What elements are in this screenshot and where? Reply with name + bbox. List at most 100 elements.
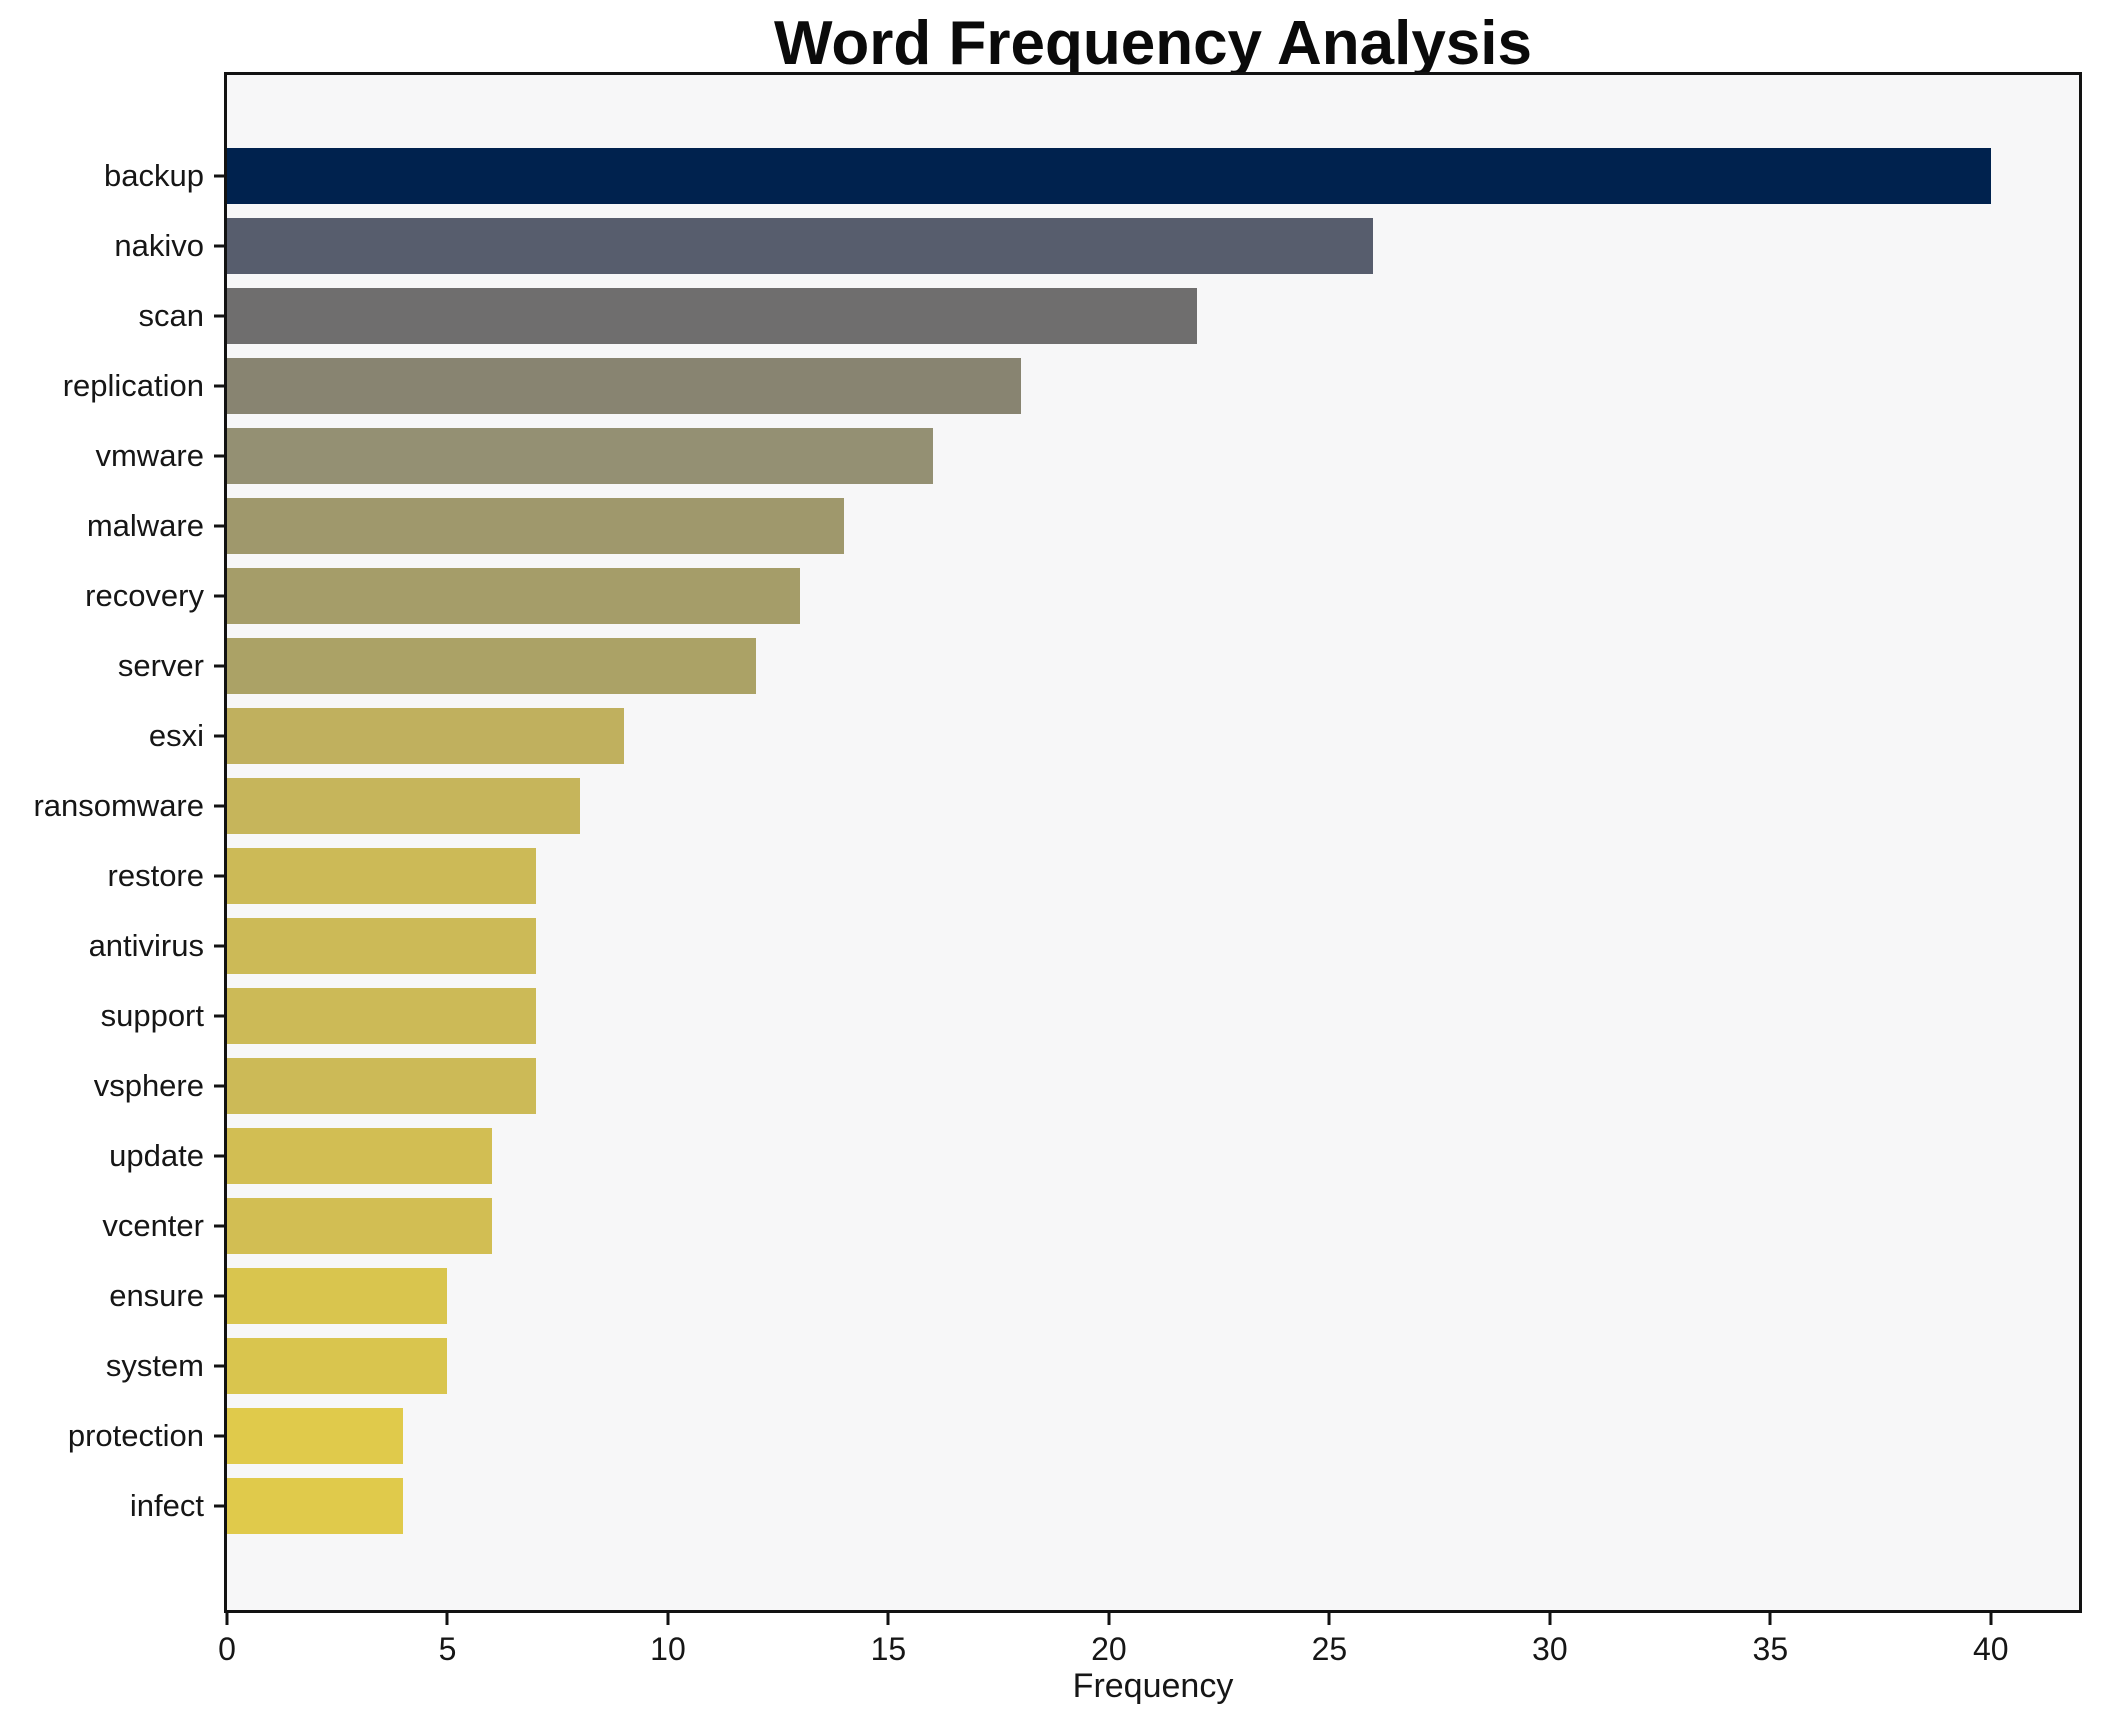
y-tick-label-vsphere: vsphere	[93, 1068, 204, 1103]
bar-system	[227, 1338, 448, 1394]
bar-protection	[227, 1408, 404, 1464]
bar-row: recovery	[85, 561, 2079, 631]
bar-row: restore	[108, 841, 2079, 911]
y-tick-label-ransomware: ransomware	[33, 788, 204, 823]
bar-row: protection	[68, 1401, 2079, 1471]
bar-row: replication	[63, 351, 2079, 421]
y-tick-label-vmware: vmware	[95, 438, 204, 473]
bar-vsphere	[227, 1058, 536, 1114]
x-tick-label-40: 40	[1973, 1631, 2009, 1667]
bar-scan	[227, 288, 1198, 344]
x-tick-label-30: 30	[1532, 1631, 1568, 1667]
bar-ensure	[227, 1268, 448, 1324]
x-tick-label-5: 5	[438, 1631, 457, 1667]
x-tick-mark	[1327, 1613, 1331, 1625]
y-tick-mark	[214, 1154, 224, 1158]
y-tick-label-backup: backup	[104, 158, 204, 193]
y-tick-label-infect: infect	[129, 1488, 204, 1523]
y-tick-mark	[214, 1084, 224, 1088]
y-tick-mark	[214, 664, 224, 668]
bar-row: support	[101, 981, 2079, 1051]
x-tick-label-10: 10	[650, 1631, 686, 1667]
bar-row: server	[118, 631, 2079, 701]
x-tick-label-35: 35	[1752, 1631, 1789, 1667]
bar-row: vmware	[95, 421, 2079, 491]
bar-row: malware	[87, 491, 2079, 561]
y-tick-mark	[214, 944, 224, 948]
x-tick-mark	[1548, 1613, 1552, 1625]
y-tick-label-support: support	[100, 998, 204, 1033]
y-tick-mark	[214, 1224, 224, 1228]
y-tick-mark	[214, 594, 224, 598]
y-tick-label-restore: restore	[107, 858, 204, 893]
x-tick-label-20: 20	[1091, 1631, 1127, 1667]
bar-row: vsphere	[94, 1051, 2079, 1121]
y-tick-label-scan: scan	[138, 298, 204, 333]
bar-nakivo	[227, 218, 1374, 274]
y-tick-mark	[214, 1294, 224, 1298]
y-tick-mark	[214, 174, 224, 178]
y-tick-mark	[214, 244, 224, 248]
y-tick-label-system: system	[105, 1348, 204, 1383]
bars-container: backup nakivo scan replication vmware malware…	[33, 75, 2079, 1610]
y-tick-label-esxi: esxi	[148, 718, 204, 753]
x-axis-label: Frequency	[1072, 1667, 1234, 1705]
x-tick-mark	[1768, 1613, 1772, 1625]
y-tick-mark	[214, 384, 224, 388]
y-tick-mark	[214, 454, 224, 458]
y-tick-mark	[214, 804, 224, 808]
y-tick-label-recovery: recovery	[85, 578, 204, 613]
x-tick-label-0: 0	[218, 1631, 236, 1667]
x-tick-mark	[1107, 1613, 1111, 1625]
bar-malware	[227, 498, 845, 554]
y-tick-label-nakivo: nakivo	[114, 228, 204, 263]
x-tick-mark	[225, 1613, 229, 1625]
y-tick-label-vcenter: vcenter	[102, 1208, 204, 1243]
x-tick-mark	[666, 1613, 670, 1625]
x-tick-label-25: 25	[1311, 1631, 1348, 1667]
bar-row: system	[106, 1331, 2079, 1401]
y-tick-mark	[214, 1504, 224, 1508]
bar-support	[227, 988, 536, 1044]
bar-row: ensure	[109, 1261, 2079, 1331]
y-tick-mark	[214, 1434, 224, 1438]
x-tick-mark	[1989, 1613, 1993, 1625]
x-tick-mark	[886, 1613, 890, 1625]
bar-update	[227, 1128, 492, 1184]
bar-row: antivirus	[89, 911, 2079, 981]
bar-row: infect	[130, 1471, 2079, 1541]
y-tick-mark	[214, 1364, 224, 1368]
bar-esxi	[227, 708, 624, 764]
y-tick-mark	[214, 734, 224, 738]
y-tick-label-replication: replication	[62, 368, 204, 403]
bar-ransomware	[227, 778, 580, 834]
y-tick-mark	[214, 314, 224, 318]
plot-area: backup nakivo scan replication vmware malware…	[33, 72, 2082, 1705]
bar-antivirus	[227, 918, 536, 974]
x-tick-label-15: 15	[870, 1631, 907, 1667]
bar-vcenter	[227, 1198, 492, 1254]
y-tick-mark	[214, 874, 224, 878]
bar-vmware	[227, 428, 933, 484]
y-tick-mark	[214, 524, 224, 528]
bar-row: backup	[104, 141, 2079, 211]
bar-infect	[227, 1478, 404, 1534]
bar-row: vcenter	[102, 1191, 2079, 1261]
bar-replication	[227, 358, 1021, 414]
bar-recovery	[227, 568, 801, 624]
bar-backup	[227, 148, 1991, 204]
bar-row: ransomware	[33, 771, 2079, 841]
y-tick-mark	[214, 1014, 224, 1018]
y-tick-label-ensure: ensure	[109, 1278, 204, 1313]
bar-server	[227, 638, 757, 694]
bar-row: scan	[139, 281, 2079, 351]
y-tick-label-server: server	[117, 648, 204, 683]
bar-restore	[227, 848, 536, 904]
bar-row: update	[109, 1121, 2079, 1191]
y-tick-label-antivirus: antivirus	[88, 928, 204, 963]
y-tick-label-protection: protection	[67, 1418, 204, 1453]
y-tick-label-update: update	[109, 1138, 204, 1173]
bar-row: nakivo	[114, 211, 2079, 281]
y-tick-label-malware: malware	[86, 508, 204, 543]
